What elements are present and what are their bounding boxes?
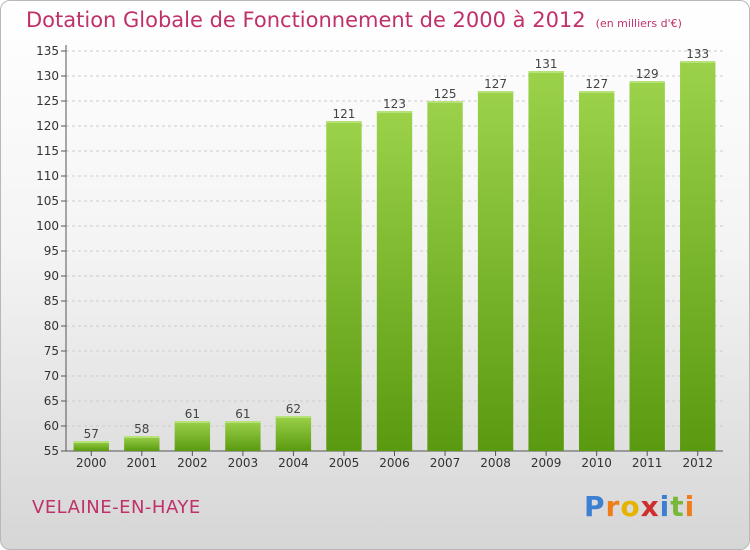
bar-top-highlight: [680, 61, 716, 63]
bar-top-highlight: [578, 91, 615, 93]
data-label-2002: 61: [185, 407, 200, 421]
logo-letter: x: [640, 490, 660, 523]
bar-top-highlight: [629, 81, 665, 83]
y-tick-label: 100: [36, 219, 59, 233]
x-tick-label-2004: 2004: [278, 456, 309, 470]
data-label-2000: 57: [84, 427, 99, 441]
bar-top-highlight: [477, 91, 514, 93]
y-tick-label: 135: [36, 44, 59, 58]
bar-2007: [427, 101, 463, 451]
y-tick-label: 125: [36, 94, 59, 108]
bar-top-highlight: [73, 441, 109, 443]
y-tick-label: 75: [44, 344, 59, 358]
x-tick-label-2000: 2000: [76, 456, 107, 470]
logo-letter: i: [684, 490, 696, 523]
bar-2011: [629, 81, 665, 451]
data-label-2001: 58: [134, 422, 149, 436]
chart-title-text: Dotation Globale de Fonctionnement de 20…: [26, 8, 586, 32]
bar-2005: [326, 121, 362, 451]
x-tick-label-2009: 2009: [531, 456, 562, 470]
x-tick-label-2008: 2008: [480, 456, 511, 470]
y-tick-label: 80: [44, 319, 59, 333]
data-labels: 57 58 61 61 62 121 123 125 127 131 127 129 133: [84, 47, 710, 441]
y-tick-label: 115: [36, 144, 59, 158]
bar-top-highlight: [174, 421, 211, 423]
bar-2012: [680, 61, 716, 451]
x-tick-label-2005: 2005: [329, 456, 360, 470]
y-tick-label: 90: [44, 269, 59, 283]
data-label-2008: 127: [484, 77, 507, 91]
y-tick-label: 60: [44, 419, 59, 433]
x-tick-label-2011: 2011: [632, 456, 663, 470]
y-tick-label: 110: [36, 169, 59, 183]
proxiti-logo: Proxiti: [584, 490, 695, 523]
y-tick-label: 70: [44, 369, 59, 383]
unit-note: (en milliers d'€): [595, 17, 682, 30]
y-tick-label: 85: [44, 294, 59, 308]
x-tick-label-2010: 2010: [581, 456, 612, 470]
data-label-2009: 131: [535, 57, 558, 71]
x-tick-label-2012: 2012: [682, 456, 713, 470]
bar-top-highlight: [124, 436, 160, 438]
data-label-2006: 123: [383, 97, 406, 111]
bar-top-highlight: [275, 416, 312, 418]
data-label-2003: 61: [235, 407, 250, 421]
data-label-2004: 62: [286, 402, 301, 416]
logo-letter: t: [670, 490, 685, 523]
y-tick-label: 65: [44, 394, 59, 408]
y-tick-label: 120: [36, 119, 59, 133]
bar-top-highlight: [528, 71, 564, 73]
chart-title: Dotation Globale de Fonctionnement de 20…: [26, 8, 682, 32]
logo-letter: r: [605, 490, 621, 523]
data-label-2012: 133: [686, 47, 709, 61]
data-label-2005: 121: [333, 107, 356, 121]
data-label-2011: 129: [636, 67, 659, 81]
bar-2002: [174, 421, 211, 451]
bar-2001: [124, 436, 160, 451]
y-tick-label: 130: [36, 69, 59, 83]
bar-2004: [275, 416, 312, 451]
bar-2008: [477, 91, 514, 451]
bar-2010: [578, 91, 615, 451]
y-tick-label: 105: [36, 194, 59, 208]
logo-letter: P: [584, 490, 606, 523]
bars: [73, 61, 716, 451]
y-tick-label: 95: [44, 244, 59, 258]
x-tick-label-2001: 2001: [127, 456, 158, 470]
x-tick-label-2006: 2006: [379, 456, 410, 470]
bar-2003: [225, 421, 261, 451]
axes: 55 60 65 70 75 80 85 90 95 100 105 110 115 120 125 130 1…: [36, 44, 723, 470]
data-label-2007: 125: [434, 87, 457, 101]
commune-name: VELAINE-EN-HAYE: [32, 497, 201, 518]
bar-2009: [528, 71, 564, 451]
bar-2006: [376, 111, 413, 451]
bar-2000: [73, 441, 109, 451]
logo-letter: i: [659, 490, 671, 523]
y-tick-label: 55: [44, 444, 59, 458]
x-tick-label-2002: 2002: [177, 456, 208, 470]
bar-top-highlight: [225, 421, 261, 423]
x-tick-label-2007: 2007: [430, 456, 461, 470]
bar-top-highlight: [376, 111, 413, 113]
x-tick-label-2003: 2003: [228, 456, 259, 470]
data-label-2010: 127: [585, 77, 608, 91]
bar-top-highlight: [326, 121, 362, 123]
logo-letter: o: [620, 490, 641, 523]
bar-top-highlight: [427, 101, 463, 103]
